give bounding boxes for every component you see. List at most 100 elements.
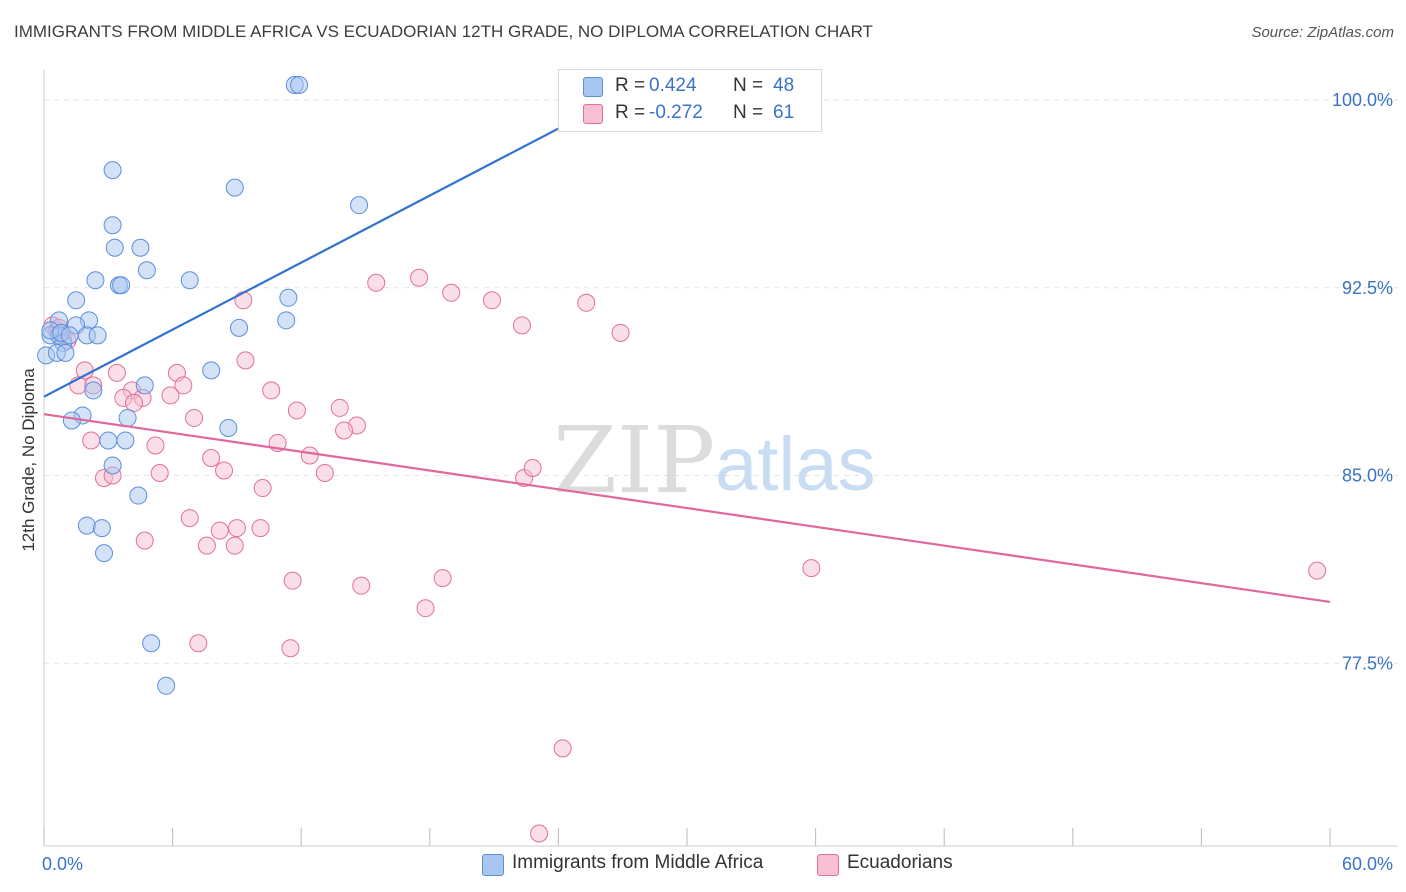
grid-lines bbox=[44, 99, 1398, 664]
point-ecuadorians bbox=[189, 634, 208, 653]
point-immigrants bbox=[230, 318, 249, 337]
x-tick-label: 0.0% bbox=[42, 854, 83, 874]
point-immigrants bbox=[95, 544, 114, 563]
point-ecuadorians bbox=[410, 268, 429, 287]
point-immigrants bbox=[277, 311, 296, 330]
point-ecuadorians bbox=[225, 536, 244, 555]
series-legend: Immigrants from Middle Africa Ecuadorian… bbox=[0, 852, 1406, 878]
point-ecuadorians bbox=[234, 291, 253, 310]
series-ecuadorians bbox=[43, 268, 1327, 843]
point-immigrants bbox=[116, 431, 135, 450]
point-immigrants bbox=[84, 381, 103, 400]
chart-title: IMMIGRANTS FROM MIDDLE AFRICA VS ECUADOR… bbox=[14, 22, 873, 41]
point-ecuadorians bbox=[482, 291, 501, 310]
correlation-legend: R = 0.424 N = 48 R = -0.272 N = 61 bbox=[558, 69, 822, 132]
legend-swatch-pink bbox=[583, 104, 603, 124]
legend-swatch-pink bbox=[817, 854, 839, 876]
point-ecuadorians bbox=[287, 401, 306, 420]
point-ecuadorians bbox=[262, 381, 281, 400]
legend-swatch-blue bbox=[583, 77, 603, 97]
point-immigrants bbox=[137, 261, 156, 280]
legend-r-label: R = bbox=[615, 102, 646, 123]
point-ecuadorians bbox=[512, 316, 531, 335]
legend-label: Ecuadorians bbox=[847, 852, 953, 873]
point-immigrants bbox=[157, 676, 176, 695]
point-immigrants bbox=[103, 161, 122, 180]
point-ecuadorians bbox=[161, 386, 180, 405]
point-ecuadorians bbox=[150, 464, 169, 483]
tick-labels: 77.5% 85.0% 92.5% 100.0% 0.0% 60.0% bbox=[42, 90, 1393, 874]
legend-n-value: 48 bbox=[773, 75, 795, 96]
point-immigrants bbox=[279, 288, 298, 307]
point-immigrants bbox=[105, 238, 124, 257]
point-ecuadorians bbox=[197, 536, 216, 555]
point-immigrants bbox=[99, 431, 118, 450]
point-ecuadorians bbox=[330, 398, 349, 417]
point-immigrants bbox=[225, 178, 244, 197]
legend-n-label: N = bbox=[733, 102, 764, 123]
point-ecuadorians bbox=[82, 431, 101, 450]
point-ecuadorians bbox=[251, 519, 270, 538]
point-immigrants bbox=[129, 486, 148, 505]
legend-label: Immigrants from Middle Africa bbox=[512, 852, 764, 873]
watermark-zip: ZIP bbox=[553, 407, 715, 514]
trend-line-immigrants bbox=[43, 94, 624, 398]
point-immigrants bbox=[350, 196, 369, 215]
legend-n-value: 61 bbox=[773, 102, 795, 123]
watermark-atlas: atlas bbox=[715, 422, 876, 507]
point-ecuadorians bbox=[107, 363, 126, 382]
point-immigrants bbox=[67, 291, 86, 310]
point-ecuadorians bbox=[283, 571, 302, 590]
point-immigrants bbox=[60, 326, 79, 345]
point-immigrants bbox=[88, 326, 107, 345]
point-ecuadorians bbox=[335, 421, 354, 440]
point-ecuadorians bbox=[146, 436, 165, 455]
point-ecuadorians bbox=[236, 351, 255, 370]
point-ecuadorians bbox=[125, 393, 144, 412]
x-tick-label: 60.0% bbox=[1342, 854, 1393, 874]
trend-lines bbox=[43, 94, 1331, 604]
point-immigrants bbox=[290, 76, 309, 95]
y-tick-label: 100.0% bbox=[1332, 90, 1393, 110]
watermark: ZIP atlas bbox=[553, 407, 876, 514]
point-immigrants bbox=[86, 271, 105, 290]
point-ecuadorians bbox=[611, 323, 630, 342]
axes bbox=[43, 70, 1398, 847]
point-immigrants bbox=[118, 408, 137, 427]
point-ecuadorians bbox=[1308, 561, 1327, 580]
point-ecuadorians bbox=[210, 521, 229, 540]
point-immigrants bbox=[142, 634, 161, 653]
point-immigrants bbox=[135, 376, 154, 395]
point-ecuadorians bbox=[215, 461, 234, 480]
y-tick-label: 92.5% bbox=[1342, 278, 1393, 298]
point-immigrants bbox=[62, 411, 81, 430]
point-immigrants bbox=[103, 216, 122, 235]
point-ecuadorians bbox=[433, 569, 452, 588]
point-immigrants bbox=[131, 238, 150, 257]
point-immigrants bbox=[56, 343, 75, 362]
legend-r-value: -0.272 bbox=[649, 102, 703, 123]
point-ecuadorians bbox=[202, 449, 221, 467]
legend-r-value: 0.424 bbox=[649, 75, 697, 96]
point-ecuadorians bbox=[180, 509, 199, 528]
point-ecuadorians bbox=[253, 479, 272, 498]
legend-n-label: N = bbox=[733, 75, 764, 96]
point-immigrants bbox=[92, 519, 111, 538]
series-immigrants-from-middle-africa bbox=[37, 76, 594, 695]
y-tick-label: 77.5% bbox=[1342, 653, 1393, 673]
point-ecuadorians bbox=[174, 376, 193, 395]
y-tick-label: 85.0% bbox=[1342, 466, 1393, 486]
legend-swatch-blue bbox=[482, 854, 504, 876]
point-immigrants bbox=[77, 516, 96, 535]
point-ecuadorians bbox=[227, 519, 246, 538]
point-immigrants bbox=[180, 271, 199, 290]
point-ecuadorians bbox=[530, 824, 549, 843]
point-ecuadorians bbox=[367, 273, 386, 292]
point-ecuadorians bbox=[281, 639, 300, 658]
point-immigrants bbox=[219, 418, 238, 437]
point-ecuadorians bbox=[352, 576, 371, 595]
trend-line-ecuadorians bbox=[43, 413, 1331, 604]
point-ecuadorians bbox=[135, 531, 154, 550]
point-ecuadorians bbox=[442, 283, 461, 302]
